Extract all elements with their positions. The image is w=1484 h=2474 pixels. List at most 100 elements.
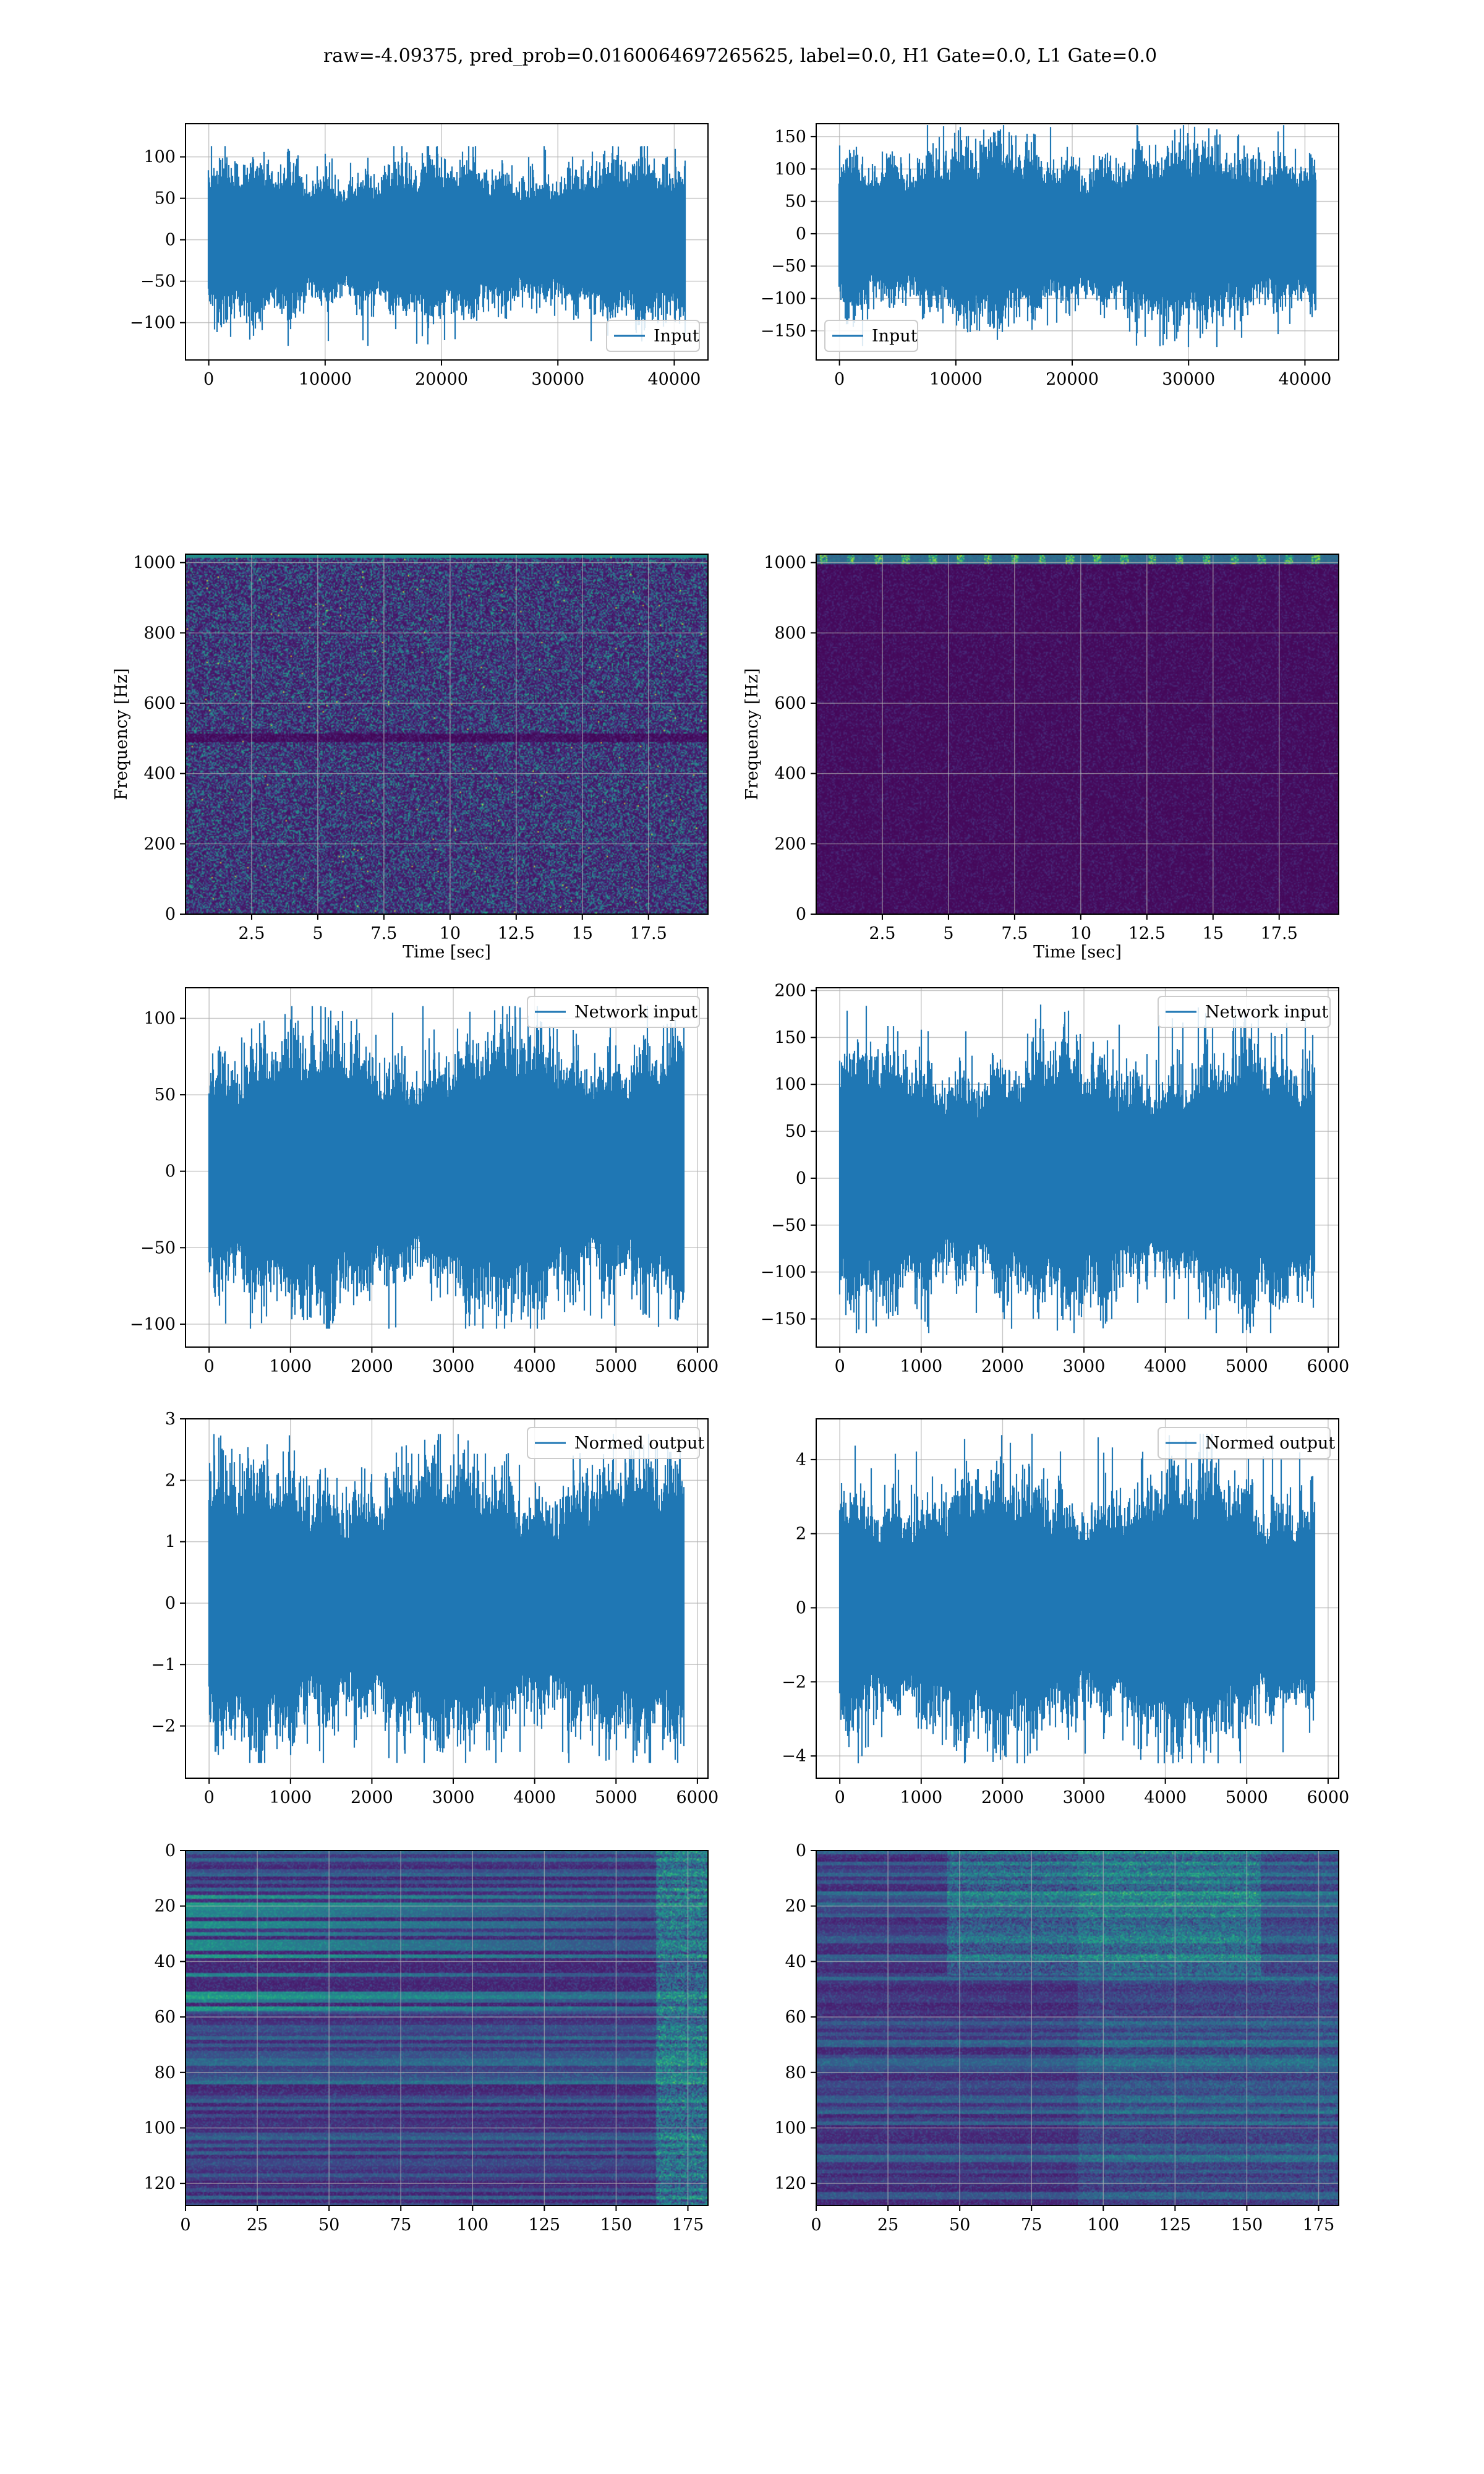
x-tick-label: 0 xyxy=(203,370,214,389)
x-tick-label: 0 xyxy=(834,370,845,389)
x-tick-label: 10000 xyxy=(929,370,983,389)
y-tick-label: 20 xyxy=(785,1897,806,1916)
y-tick-label: 150 xyxy=(774,127,806,147)
legend-box xyxy=(1158,1427,1331,1459)
x-tick-label: 175 xyxy=(1303,2215,1335,2235)
x-tick-label: 5 xyxy=(312,924,323,943)
series-line-normed_h1 xyxy=(208,1434,685,1763)
x-tick-label: 10 xyxy=(440,924,461,943)
x-tick-label: 3000 xyxy=(1063,1357,1106,1376)
subplot-ts_input_h1: 0 10000 20000 30000 40000 −100 −50 0 50 100 Input xyxy=(130,123,709,389)
y-tick-label: 0 xyxy=(165,1162,176,1181)
x-tick-label: 4000 xyxy=(513,1788,556,1807)
x-tick-label: 125 xyxy=(1159,2215,1192,2235)
series-line-ts_input_h1 xyxy=(207,146,686,346)
axes-frame xyxy=(816,123,1339,361)
y-tick-label: 40 xyxy=(785,1952,806,1971)
y-tick-label: 1 xyxy=(165,1533,176,1552)
y-tick-label: −1 xyxy=(151,1655,176,1674)
y-tick-label: 100 xyxy=(143,148,176,167)
legend-box xyxy=(527,996,700,1028)
legend-label: Input xyxy=(872,327,918,346)
legend: Normed output xyxy=(1158,1427,1335,1459)
x-tick-label: 40000 xyxy=(647,370,701,389)
x-tick-label: 10000 xyxy=(299,370,352,389)
x-tick-label: 4000 xyxy=(513,1357,556,1376)
subplot-spec_h1: 2.5 5 7.5 10 12.5 15 17.5 0 200 400 600 800 1000 Time… xyxy=(112,554,709,962)
y-tick-label: 60 xyxy=(155,2008,176,2027)
x-tick-label: 5000 xyxy=(1226,1357,1268,1376)
x-tick-label: 2000 xyxy=(351,1357,393,1376)
x-tick-label: 3000 xyxy=(432,1357,475,1376)
y-tick-label: 0 xyxy=(165,1594,176,1613)
series-line-net_input_l1 xyxy=(838,1004,1316,1333)
y-tick-label: 100 xyxy=(774,2118,806,2138)
axes-frame xyxy=(816,987,1339,1348)
x-tick-label: 50 xyxy=(949,2215,970,2235)
x-tick-label: 12.5 xyxy=(1128,924,1166,943)
subplot-net_input_l1: 0 1000 2000 3000 4000 5000 6000 −150 −100 −50 0 50 1… xyxy=(761,982,1349,1376)
x-tick-label: 0 xyxy=(811,2215,821,2235)
subplot-feat_h1: 0 25 50 75 100 125 150 175 0 20 40 60 80 100 120 xyxy=(143,1841,709,2235)
y-axis-label: Frequency [Hz] xyxy=(112,668,131,800)
x-tick-label: 30000 xyxy=(1162,370,1215,389)
x-tick-label: 5000 xyxy=(595,1357,638,1376)
x-tick-label: 75 xyxy=(1021,2215,1042,2235)
x-tick-label: 0 xyxy=(204,1788,215,1807)
x-tick-label: 15 xyxy=(572,924,593,943)
subplot-feat_l1: 0 25 50 75 100 125 150 175 0 20 40 60 80 100 120 xyxy=(774,1841,1339,2235)
heatmap-image xyxy=(816,554,1339,914)
y-tick-label: −50 xyxy=(771,1216,806,1235)
y-tick-label: 150 xyxy=(774,1028,806,1047)
x-tick-label: 150 xyxy=(1231,2215,1263,2235)
x-tick-label: 5000 xyxy=(595,1788,638,1807)
x-tick-label: 40000 xyxy=(1278,370,1331,389)
x-tick-label: 4000 xyxy=(1144,1788,1187,1807)
subplot-normed_l1: 0 1000 2000 3000 4000 5000 6000 −4 −2 0 2 4 Normed o… xyxy=(782,1418,1349,1807)
x-tick-label: 4000 xyxy=(1144,1357,1187,1376)
y-tick-label: 600 xyxy=(774,694,806,713)
y-tick-label: 0 xyxy=(165,1841,176,1860)
x-tick-label: 2000 xyxy=(981,1357,1024,1376)
ticks: 0 1000 2000 3000 4000 5000 6000 −100 −50 0 50 100 xyxy=(130,1009,719,1376)
x-tick-label: 6000 xyxy=(676,1357,719,1376)
x-tick-label: 20000 xyxy=(1046,370,1099,389)
y-tick-label: 200 xyxy=(143,834,176,854)
axes-frame xyxy=(185,1418,709,1779)
y-tick-label: 2 xyxy=(796,1525,806,1544)
y-tick-label: −100 xyxy=(761,1263,806,1282)
y-tick-label: −4 xyxy=(782,1747,806,1766)
legend-box xyxy=(606,320,700,352)
x-tick-label: 17.5 xyxy=(630,924,667,943)
ticks: 2.5 5 7.5 10 12.5 15 17.5 0 200 400 600 800 1000 xyxy=(133,554,667,943)
heatmap-image xyxy=(186,554,708,914)
legend-box xyxy=(824,320,918,352)
axes-frame xyxy=(816,1418,1339,1779)
x-tick-label: 150 xyxy=(600,2215,633,2235)
y-tick-label: −100 xyxy=(761,289,806,309)
legend: Network input xyxy=(1158,996,1331,1028)
x-tick-label: 0 xyxy=(204,1357,215,1376)
x-tick-label: 100 xyxy=(457,2215,489,2235)
axes-frame xyxy=(185,123,709,361)
x-tick-label: 2000 xyxy=(351,1788,393,1807)
y-tick-label: 60 xyxy=(785,2008,806,2027)
x-tick-label: 50 xyxy=(318,2215,339,2235)
y-tick-label: −50 xyxy=(140,272,176,291)
x-tick-label: 1000 xyxy=(269,1357,312,1376)
x-tick-label: 30000 xyxy=(531,370,584,389)
heatmap-image xyxy=(186,1851,708,2206)
x-tick-label: 0 xyxy=(180,2215,190,2235)
y-tick-label: 100 xyxy=(143,1009,176,1028)
x-tick-label: 1000 xyxy=(900,1788,942,1807)
y-tick-label: −100 xyxy=(130,314,176,333)
series-line-net_input_h1 xyxy=(208,1006,685,1329)
y-tick-label: 120 xyxy=(774,2174,806,2193)
ticks: 0 10000 20000 30000 40000 −150 −100 −50 0 50 100 15… xyxy=(761,127,1332,389)
legend-box xyxy=(527,1427,700,1459)
legend-label: Network input xyxy=(1205,1003,1328,1022)
axes-frame xyxy=(185,987,709,1348)
x-axis-label: Time [sec] xyxy=(1033,943,1122,962)
grid xyxy=(186,1851,708,2206)
x-tick-label: 2000 xyxy=(981,1788,1024,1807)
